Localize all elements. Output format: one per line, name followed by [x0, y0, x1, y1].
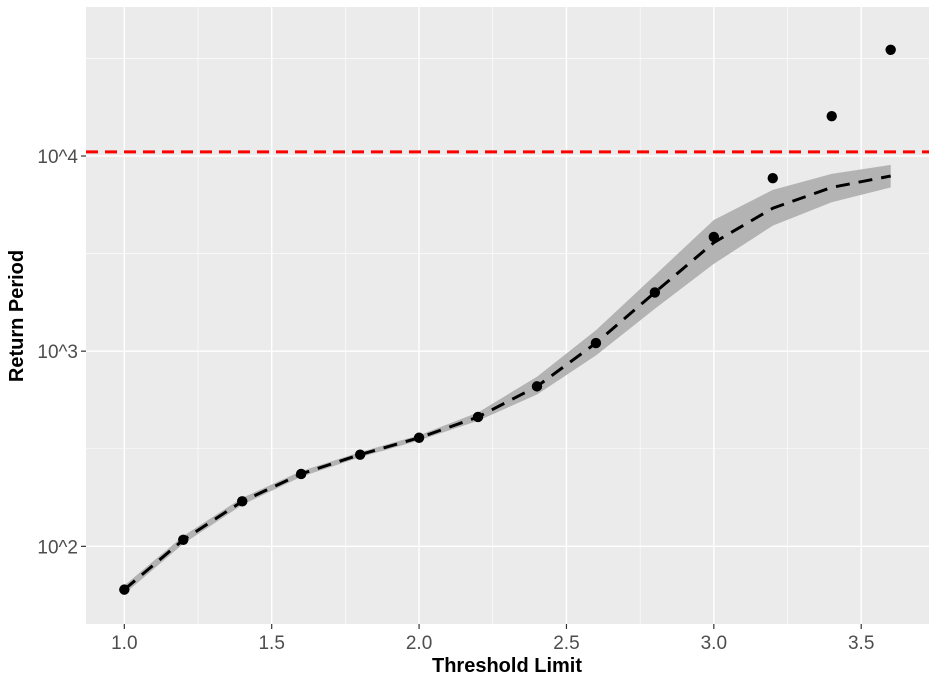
minor-gridlines — [86, 7, 929, 624]
data-point — [885, 44, 896, 56]
y-tick-label: 10^3 — [37, 342, 78, 363]
data-point — [295, 468, 307, 480]
confidence-band — [124, 164, 891, 594]
data-point — [590, 337, 602, 349]
data-point — [178, 534, 189, 546]
x-tick-label: 3.5 — [848, 633, 874, 654]
x-tick-label: 2.5 — [553, 633, 579, 654]
plot-panel — [86, 7, 929, 624]
x-axis-title: Threshold Limit — [432, 655, 582, 677]
x-tick-label: 2.0 — [406, 633, 432, 654]
data-point — [472, 411, 484, 423]
x-axis-ticks: 1.0 1.5 2.0 2.5 3.0 3.5 — [111, 624, 874, 654]
data-point — [826, 110, 837, 122]
y-axis-ticks: 10^2 10^3 10^4 — [37, 147, 86, 558]
y-tick-label: 10^2 — [37, 537, 78, 558]
major-gridlines — [86, 7, 929, 624]
data-point — [413, 432, 425, 443]
data-point — [354, 449, 366, 460]
x-tick-label: 3.0 — [701, 633, 727, 654]
data-point — [767, 172, 778, 184]
data-point — [708, 231, 720, 243]
data-point — [237, 496, 248, 507]
fit-line — [123, 174, 891, 591]
x-tick-label: 1.5 — [258, 633, 284, 654]
x-tick-label: 1.0 — [111, 633, 137, 654]
data-points — [119, 44, 896, 595]
y-axis-title: Return Period — [6, 250, 28, 382]
y-tick-label: 10^4 — [37, 147, 78, 168]
data-point — [119, 584, 130, 595]
data-point — [531, 381, 543, 392]
data-point — [649, 287, 661, 298]
